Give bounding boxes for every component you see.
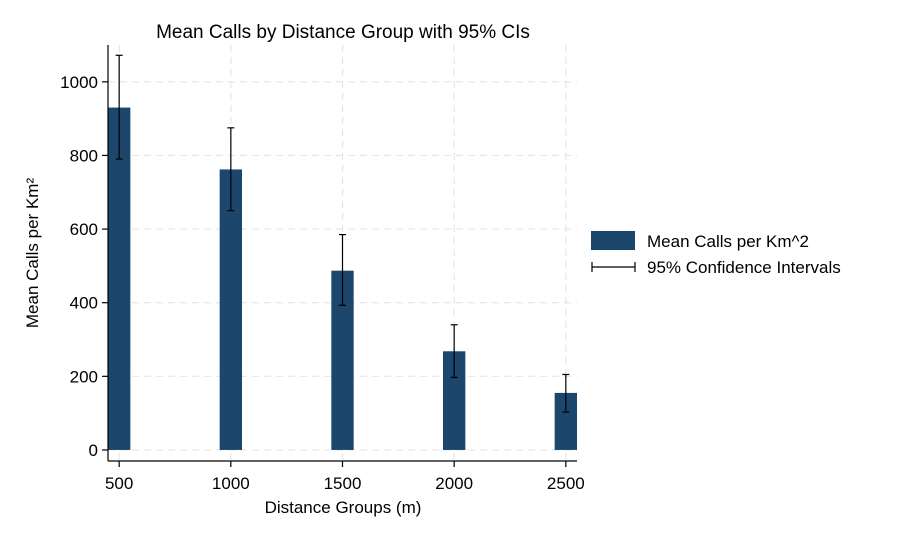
y-axis-label: Mean Calls per Km² xyxy=(23,178,42,329)
bars xyxy=(108,107,577,450)
chart-title: Mean Calls by Distance Group with 95% CI… xyxy=(156,22,530,43)
y-tick-label: 1000 xyxy=(60,73,98,92)
y-tick-label: 600 xyxy=(70,220,98,239)
x-axis-label: Distance Groups (m) xyxy=(265,498,422,517)
bar-2000 xyxy=(443,351,466,450)
x-axis-ticks: 500 1000 1500 2000 2500 xyxy=(105,461,585,493)
y-tick-label: 200 xyxy=(70,367,98,386)
y-tick-label: 0 xyxy=(89,441,98,460)
x-tick-label: 1000 xyxy=(212,474,250,493)
legend-bar-swatch xyxy=(591,231,635,250)
legend-bar-label: Mean Calls per Km^2 xyxy=(647,232,809,251)
bar-1500 xyxy=(331,270,354,450)
error-bar-1500 xyxy=(339,233,346,306)
error-bar-2000 xyxy=(450,324,458,379)
y-axis-ticks: 0 200 400 600 800 1000 xyxy=(60,73,108,460)
x-tick-label: 2500 xyxy=(547,474,585,493)
y-tick-label: 800 xyxy=(70,146,98,165)
legend-ci-label: 95% Confidence Intervals xyxy=(647,258,841,277)
bar-500 xyxy=(108,107,131,450)
legend: Mean Calls per Km^2 95% Confidence Inter… xyxy=(591,231,841,277)
error-bar-2500 xyxy=(562,373,570,413)
bar-1000 xyxy=(219,169,242,450)
error-bars xyxy=(115,54,570,413)
x-tick-label: 500 xyxy=(105,474,133,493)
y-tick-label: 400 xyxy=(70,294,98,313)
x-tick-label: 2000 xyxy=(435,474,473,493)
legend-ci-marker xyxy=(591,262,636,272)
bar-2500 xyxy=(554,392,577,450)
x-tick-label: 1500 xyxy=(324,474,362,493)
error-bar-1000 xyxy=(227,127,235,212)
error-bar-500 xyxy=(115,54,123,160)
